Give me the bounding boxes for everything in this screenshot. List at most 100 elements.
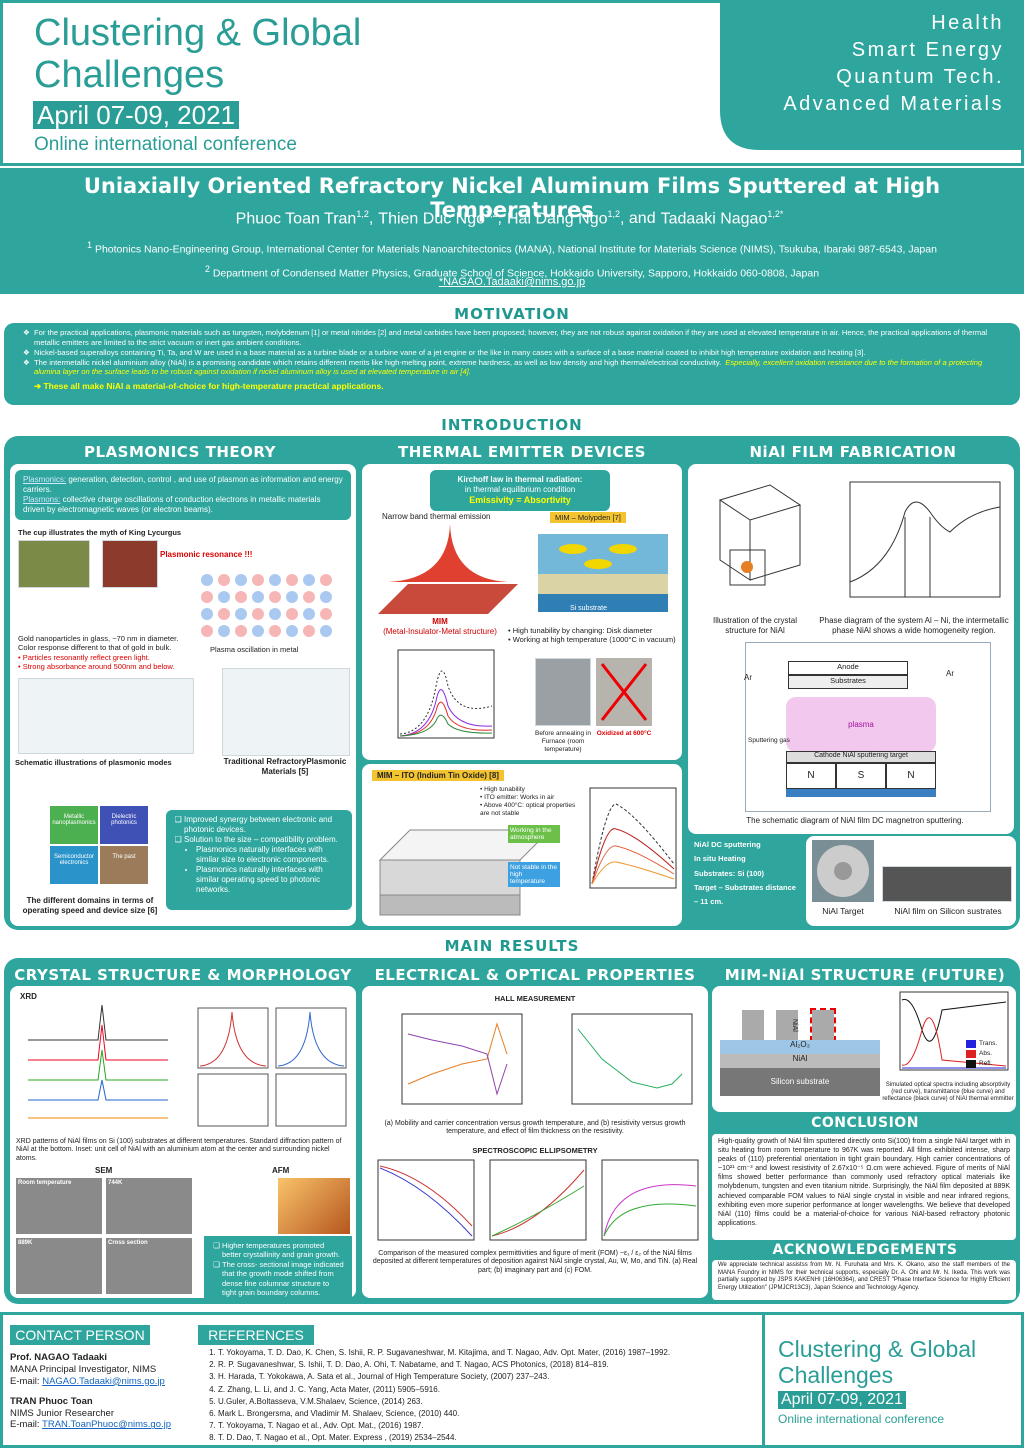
spectro-caption: Comparison of the measured complex permi… [372,1250,698,1274]
motivation-bullet: The intermetallic nickel aluminium alloy… [34,358,1008,378]
motivation-list: For the practical applications, plasmoni… [16,328,1008,377]
al2o3: Al₂O₃ [720,1040,880,1054]
panel-heading: ACKNOWLEDGEMENTS [772,1242,958,1258]
definition: Plasmons: collective charge oscillations… [23,495,343,515]
mim-point: • High tunability by changing: Disk diam… [508,626,653,635]
cup-text: Gold nanoparticles in glass, ~70 nm in d… [18,634,179,653]
curve [399,670,493,735]
domain-block: Semiconductor electronics [50,846,98,884]
motivation-emphasis: Especially, excellent oxidation resistan… [34,357,983,377]
mim-caption: Simulated optical spectra including abso… [882,1082,1014,1103]
sem-label: SEM [95,1166,113,1175]
author-name: Phuoc Toan Tran [235,210,357,228]
plasma: plasma [786,697,936,752]
contact-email-line: E-mail: NAGAO.Tadaaki@nims.go.jp [10,1376,190,1388]
emissivity: Emissivity = Absortivity [469,495,571,505]
charge [286,591,298,603]
oxidized-photo [596,658,652,726]
ito-point: • ITO emitter: Works in air [480,794,555,802]
lattice [718,484,802,581]
plasmonics-definition: Plasmonics: generation, detection, contr… [15,470,351,520]
section-heading: MOTIVATION [454,305,570,323]
legend-entry: Trans. [966,1040,997,1048]
curve [379,1165,473,1227]
working-label: Working in the atmosphere [508,825,560,843]
motivation-bullet: For the practical applications, plasmoni… [34,328,1008,348]
fab-bullet: NiAl DC sputtering [694,840,761,849]
charge [252,574,264,586]
ellipsometry-figure [377,1159,699,1241]
sputter-caption: The schematic diagram of NiAl film DC ma… [746,816,964,825]
crystal-bullet: The cross- sectional image indicated tha… [222,1260,344,1298]
email: TRAN.ToanPhuoc@nims.go.jp [42,1419,172,1431]
panel-heading: CONCLUSION [811,1115,919,1131]
reference: H. Harada, T. Yokokawa, A. Sata et al., … [218,1371,756,1383]
xrd-trace [28,1024,168,1061]
curve [591,803,675,885]
magnet: N [786,763,836,789]
title-line: Clustering & Global [778,1336,977,1362]
author-sup: 1,2 [607,209,620,219]
charge [201,625,213,637]
reference: Mark L. Brongersma, and Vladimir M. Shal… [218,1408,756,1420]
ito-label: MIM – ITO (Indium Tin Oxide) [8] [372,770,504,781]
si-label: Si substrate [570,605,607,612]
domains-figure: Metallic nanoplasmonics Dielectric photon… [50,806,150,886]
resistivity [577,1028,683,1089]
email: *NAGAO.Tadaaki@nims.go.jp [438,276,586,288]
mim-figure: NiAl Al₂O₃ NiAl Silicon substrate [720,1000,880,1096]
charge [286,608,298,620]
xrd-caption: XRD patterns of NiAl films on Si (100) s… [16,1138,342,1162]
plot-frame [397,649,495,739]
footer-logo [762,1314,1024,1448]
phase-line [904,517,931,597]
crystal-caption: Illustration of the crystal structure fo… [712,616,798,635]
section-heading: INTRODUCTION [441,416,583,434]
header-title: Clustering & Global Challenges [34,12,361,96]
reference: U.Guler, A.Boltasseva, V.M.Shalaev, Scie… [218,1396,756,1408]
affil-sup: 1 [87,240,92,250]
al-atom [741,561,753,573]
emission-plot [397,649,495,739]
charge [218,625,230,637]
panel-heading: NiAl FILM FABRICATION [749,443,957,461]
section-heading: MAIN RESULTS [444,937,580,955]
ito-point: • High tunability [480,786,525,793]
liquidus [849,501,1001,583]
term: Plasmons: [23,495,61,504]
email: NAGAO.Tadaaki@nims.go.jp [42,1375,165,1387]
affil-sup: 2 [204,263,210,274]
motivation-bullet: Nickel-based superalloys containing Ti, … [34,348,1008,358]
emitter-plate [378,584,518,614]
film-photo [882,866,1012,902]
sem-grid: Room temperature 744K 889K Cross section [16,1178,276,1296]
sem-image: Room temperature [16,1178,102,1234]
author-sep: , [497,210,502,228]
hall-caption: (a) Mobility and carrier concentration v… [384,1120,686,1136]
sputtering-gas: Sputtering gas [748,737,790,744]
xrd-trace [28,1079,168,1101]
plasma-caption: Plasma oscillation in metal [210,645,299,654]
crystal-list: Higher temperatures promoted better crys… [212,1241,344,1297]
plot-frame [571,1013,693,1105]
author-sup: 1,2 [356,209,369,219]
panel-heading: ELECTRICAL & OPTICAL PROPERTIES [374,966,696,984]
curve [379,1167,473,1237]
target-center [834,862,852,880]
phase-caption: Phase diagram of the system Al – Ni, the… [819,616,1009,635]
plot-frame [489,1159,587,1241]
header-band [720,0,1024,150]
oxidized-caption: Oxidized at 600°C [596,730,652,737]
fab-bullets: NiAl DC sputtering In situ Heating Substra… [694,838,800,909]
crystal-figure [718,484,802,586]
xrd-trace [28,1049,168,1081]
panel-heading: MIM-NiAl STRUCTURE (FUTURE) [724,966,1006,984]
domain-block: Dielectric photonics [100,806,148,844]
mim-spectra [899,991,1009,1071]
disk: NiAl [776,1010,798,1040]
peak [277,1011,345,1067]
not-stable-label: Not stable in the high temperature [508,862,560,887]
contact-role: NIMS Junior Researcher [10,1407,115,1419]
charge [235,625,247,637]
contact-name: TRAN Phuoc Toan [10,1395,93,1407]
